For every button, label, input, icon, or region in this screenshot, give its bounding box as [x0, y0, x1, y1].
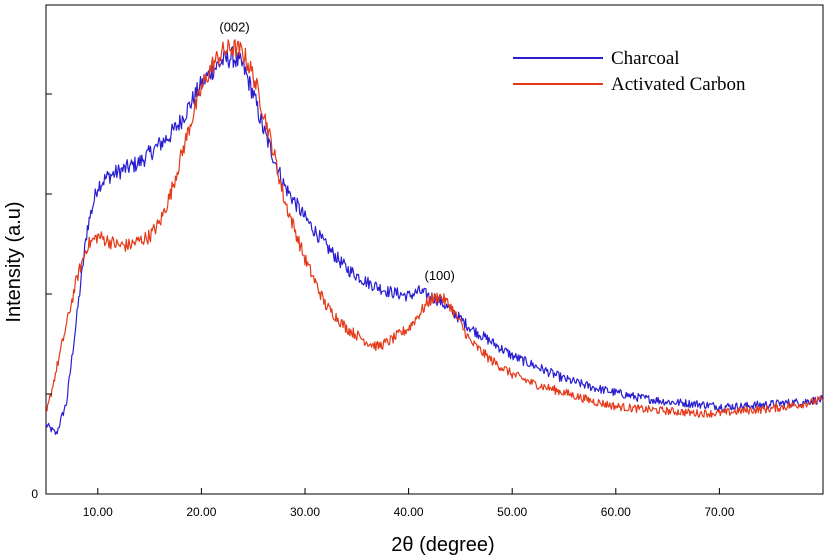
legend: Charcoal Activated Carbon — [513, 48, 746, 95]
x-tick-label: 50.00 — [497, 505, 527, 519]
x-tick-label: 10.00 — [83, 505, 113, 519]
y-axis-title: Intensity (a.u) — [3, 201, 25, 322]
y-axis-ticks: 0 — [31, 93, 52, 501]
x-axis-ticks: 10.00 20.00 30.00 40.00 50.00 60.00 70.00 — [83, 488, 735, 519]
x-tick-label: 20.00 — [186, 505, 216, 519]
annotation-100: (100) — [425, 268, 455, 283]
series-line-activated-carbon — [45, 39, 824, 418]
x-tick-label: 60.00 — [601, 505, 631, 519]
y-tick-label: 0 — [31, 487, 38, 501]
series-line-charcoal — [45, 46, 824, 435]
legend-label: Charcoal — [611, 48, 680, 69]
legend-label: Activated Carbon — [611, 74, 746, 95]
annotation-002: (002) — [219, 20, 249, 35]
x-tick-label: 30.00 — [290, 505, 320, 519]
x-tick-label: 70.00 — [704, 505, 734, 519]
series-layer — [45, 39, 824, 435]
plot-border — [45, 4, 824, 495]
peak-annotations: (002) (100) — [219, 20, 454, 283]
plot-frame — [45, 4, 824, 495]
x-axis-title: 2θ (degree) — [391, 534, 494, 556]
x-tick-label: 40.00 — [394, 505, 424, 519]
